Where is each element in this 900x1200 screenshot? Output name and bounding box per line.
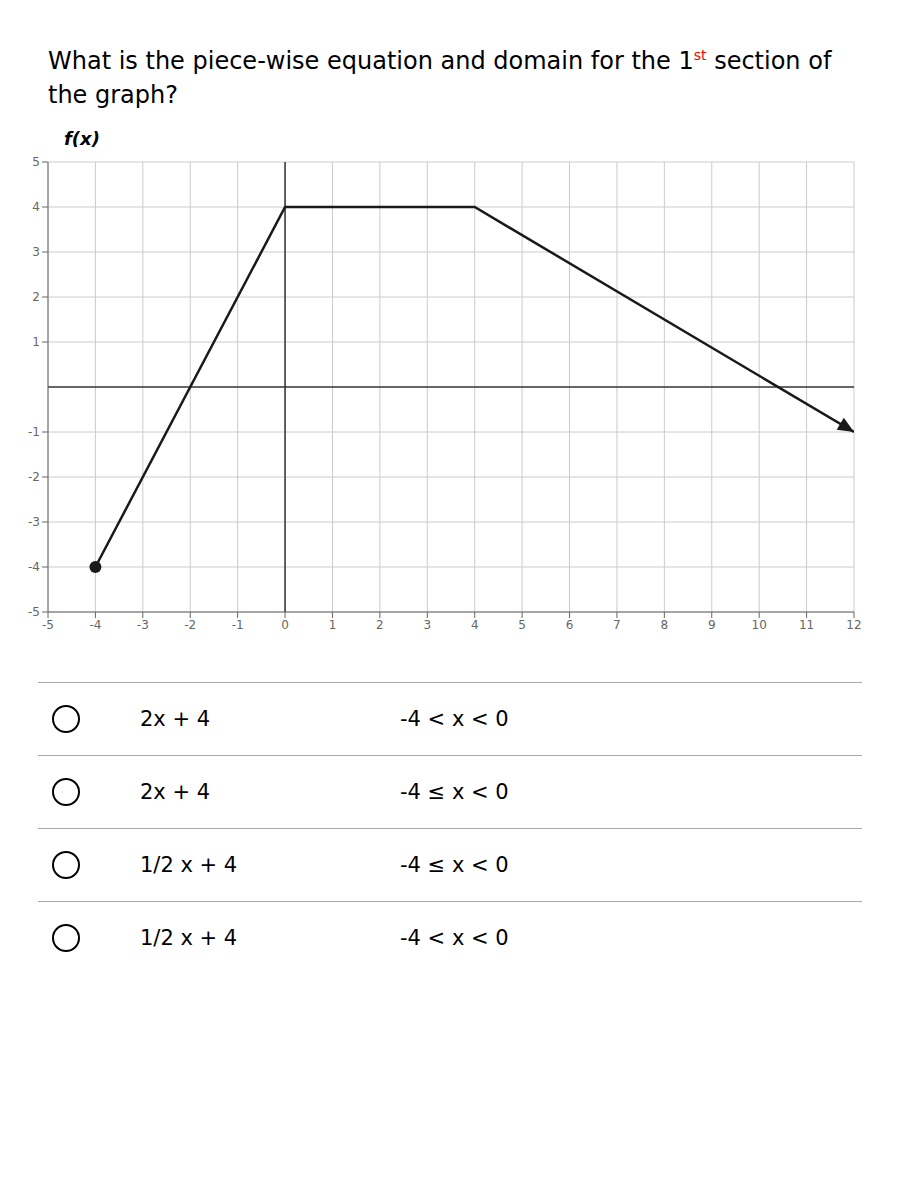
svg-text:-4: -4 — [28, 560, 40, 574]
svg-text:2: 2 — [32, 290, 40, 304]
svg-text:-2: -2 — [184, 618, 196, 632]
svg-text:-3: -3 — [137, 618, 149, 632]
html-text:-4 < x < 0: -4 < x < 0 — [400, 707, 509, 731]
html-text:1/2 x + 4: 1/2 x + 4 — [140, 926, 238, 950]
svg-text:10: 10 — [752, 618, 767, 632]
svg-text:-2: -2 — [28, 470, 40, 484]
svg-text:8: 8 — [661, 618, 669, 632]
svg-text:4: 4 — [32, 200, 40, 214]
svg-text:5: 5 — [518, 618, 526, 632]
html-text:2x + 4: 2x + 4 — [140, 707, 211, 731]
svg-text:7: 7 — [613, 618, 621, 632]
svg-text:1: 1 — [329, 618, 337, 632]
svg-text:3: 3 — [423, 618, 431, 632]
svg-text:-4: -4 — [89, 618, 101, 632]
svg-text:3: 3 — [32, 245, 40, 259]
html-text:2x + 4: 2x + 4 — [140, 780, 211, 804]
svg-text:2: 2 — [376, 618, 384, 632]
html-text:1/2 x + 4: 1/2 x + 4 — [140, 853, 238, 877]
svg-text:-5: -5 — [28, 605, 40, 619]
html-text:-4 ≤ x < 0: -4 ≤ x < 0 — [400, 780, 509, 804]
html-text:-4 < x < 0: -4 < x < 0 — [400, 926, 509, 950]
html-text:f(x): f(x) — [64, 128, 100, 149]
svg-text:1: 1 — [32, 335, 40, 349]
svg-text:-1: -1 — [28, 425, 40, 439]
svg-text:-3: -3 — [28, 515, 40, 529]
svg-text:9: 9 — [708, 618, 716, 632]
html-text:-4 ≤ x < 0: -4 ≤ x < 0 — [400, 853, 509, 877]
svg-text:-1: -1 — [232, 618, 244, 632]
svg-text:4: 4 — [471, 618, 479, 632]
html-text:What is the piece-wise equatio: What is the piece-wise equation and doma… — [48, 47, 832, 109]
svg-text:12: 12 — [846, 618, 861, 632]
svg-text:0: 0 — [281, 618, 289, 632]
svg-text:6: 6 — [566, 618, 574, 632]
svg-text:5: 5 — [32, 155, 40, 169]
svg-text:11: 11 — [799, 618, 814, 632]
svg-text:-5: -5 — [42, 618, 54, 632]
